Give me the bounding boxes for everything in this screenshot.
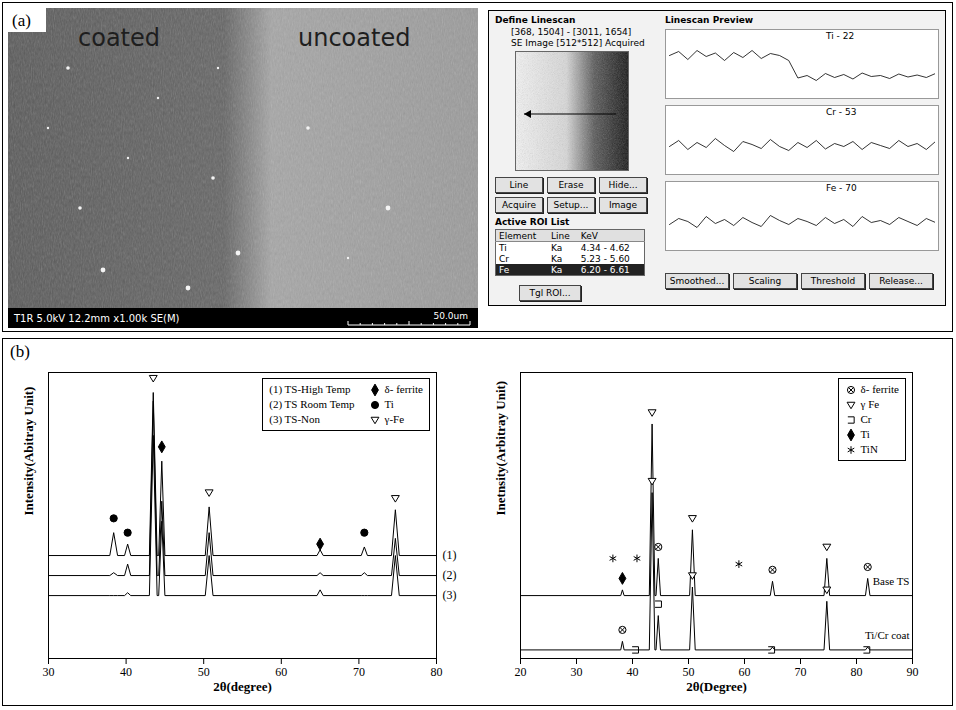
html-text:Active ROI List: Active ROI List bbox=[495, 217, 570, 227]
svg-text:Inetnsity(Arbitray Unit): Inetnsity(Arbitray Unit) bbox=[493, 381, 508, 516]
html-text:δ- ferrite: δ- ferrite bbox=[860, 383, 899, 395]
svg-text:80: 80 bbox=[851, 665, 863, 679]
svg-text:(3): (3) bbox=[443, 588, 457, 602]
html-text:Image: Image bbox=[608, 200, 638, 210]
svg-text:T1R 5.0kV 12.2mm x1.00k SE(M): T1R 5.0kV 12.2mm x1.00k SE(M) bbox=[13, 313, 180, 324]
svg-text:50: 50 bbox=[198, 665, 210, 679]
svg-text:2θ(Degree): 2θ(Degree) bbox=[686, 679, 747, 694]
svg-text:Intensity(Abitray Unit): Intensity(Abitray Unit) bbox=[21, 387, 36, 516]
html-text:Hide...: Hide... bbox=[608, 180, 638, 190]
html-text:5.23 - 5.60: 5.23 - 5.60 bbox=[580, 253, 630, 264]
html-text:Scaling: Scaling bbox=[748, 276, 782, 286]
html-text:4.34 - 4.62: 4.34 - 4.62 bbox=[580, 242, 630, 253]
svg-text:(1): (1) bbox=[443, 548, 457, 562]
svg-text:coated: coated bbox=[78, 24, 160, 52]
svg-text:80: 80 bbox=[431, 665, 443, 679]
html-text:Setup...: Setup... bbox=[553, 200, 589, 210]
html-text:Release...: Release... bbox=[879, 276, 923, 286]
html-text:δ- ferrite: δ- ferrite bbox=[384, 383, 423, 395]
html-text:SE Image [512*512] Acquired: SE Image [512*512] Acquired bbox=[511, 38, 645, 48]
html-text:Ti - 22: Ti - 22 bbox=[826, 31, 855, 41]
html-text:Ti: Ti bbox=[384, 398, 394, 410]
html-text:Linescan Preview: Linescan Preview bbox=[665, 15, 754, 25]
html-text:6.20 - 6.61: 6.20 - 6.61 bbox=[580, 264, 630, 275]
html-text:Line: Line bbox=[509, 180, 529, 190]
html-text:Erase: Erase bbox=[558, 180, 584, 190]
html-text:Ka: Ka bbox=[551, 253, 563, 264]
svg-text:50: 50 bbox=[683, 665, 695, 679]
html-text:Cr: Cr bbox=[499, 253, 509, 264]
html-text:Fe: Fe bbox=[499, 264, 510, 275]
html-text:Threshold: Threshold bbox=[810, 276, 856, 286]
html-text:Ka: Ka bbox=[551, 264, 563, 275]
html-text:Ka: Ka bbox=[551, 242, 563, 253]
html-text:[368, 1504] - [3011, 1654]: [368, 1504] - [3011, 1654] bbox=[511, 27, 632, 37]
html-text:Cr - 53: Cr - 53 bbox=[826, 107, 857, 117]
svg-text:(a): (a) bbox=[12, 11, 31, 30]
html-text:Ti: Ti bbox=[860, 428, 870, 440]
svg-text:70: 70 bbox=[795, 665, 807, 679]
svg-text:Ti/Cr coat: Ti/Cr coat bbox=[865, 629, 910, 641]
html-text:Cr: Cr bbox=[860, 413, 872, 425]
html-text:KeV: KeV bbox=[580, 230, 598, 241]
svg-text:30: 30 bbox=[571, 665, 583, 679]
svg-text:(2): (2) bbox=[443, 568, 457, 582]
html-text:Define Linescan: Define Linescan bbox=[495, 15, 576, 25]
svg-text:60: 60 bbox=[739, 665, 751, 679]
svg-text:40: 40 bbox=[627, 665, 639, 679]
html-text:Tgl ROI...: Tgl ROI... bbox=[529, 288, 571, 298]
html-text:Acquire: Acquire bbox=[502, 200, 536, 210]
html-text:TiN: TiN bbox=[860, 443, 878, 455]
html-text:Smoothed...: Smoothed... bbox=[669, 276, 725, 286]
svg-text:90: 90 bbox=[907, 665, 919, 679]
html-text:(2) TS Room Temp: (2) TS Room Temp bbox=[269, 398, 355, 410]
svg-text:30: 30 bbox=[43, 665, 55, 679]
svg-text:60: 60 bbox=[275, 665, 287, 679]
html-text:Fe - 70: Fe - 70 bbox=[826, 183, 857, 193]
html-text:Element: Element bbox=[499, 230, 537, 241]
html-text:Line: Line bbox=[551, 230, 570, 241]
html-text:(3) TS-Non: (3) TS-Non bbox=[269, 413, 320, 425]
svg-text:Base TS: Base TS bbox=[873, 575, 910, 587]
html-text:(b): (b) bbox=[10, 342, 30, 361]
html-text:γ-Fe: γ-Fe bbox=[384, 413, 405, 425]
svg-text:40: 40 bbox=[120, 665, 132, 679]
html-text:Ti: Ti bbox=[499, 242, 507, 253]
svg-text:50.0um: 50.0um bbox=[433, 311, 468, 321]
svg-text:20: 20 bbox=[515, 665, 527, 679]
svg-text:70: 70 bbox=[353, 665, 365, 679]
svg-text:uncoated: uncoated bbox=[298, 24, 410, 52]
html-text:γ Fe: γ Fe bbox=[860, 398, 880, 410]
svg-text:2θ(degree): 2θ(degree) bbox=[213, 679, 272, 694]
html-text:(1) TS-High Temp: (1) TS-High Temp bbox=[269, 383, 351, 395]
